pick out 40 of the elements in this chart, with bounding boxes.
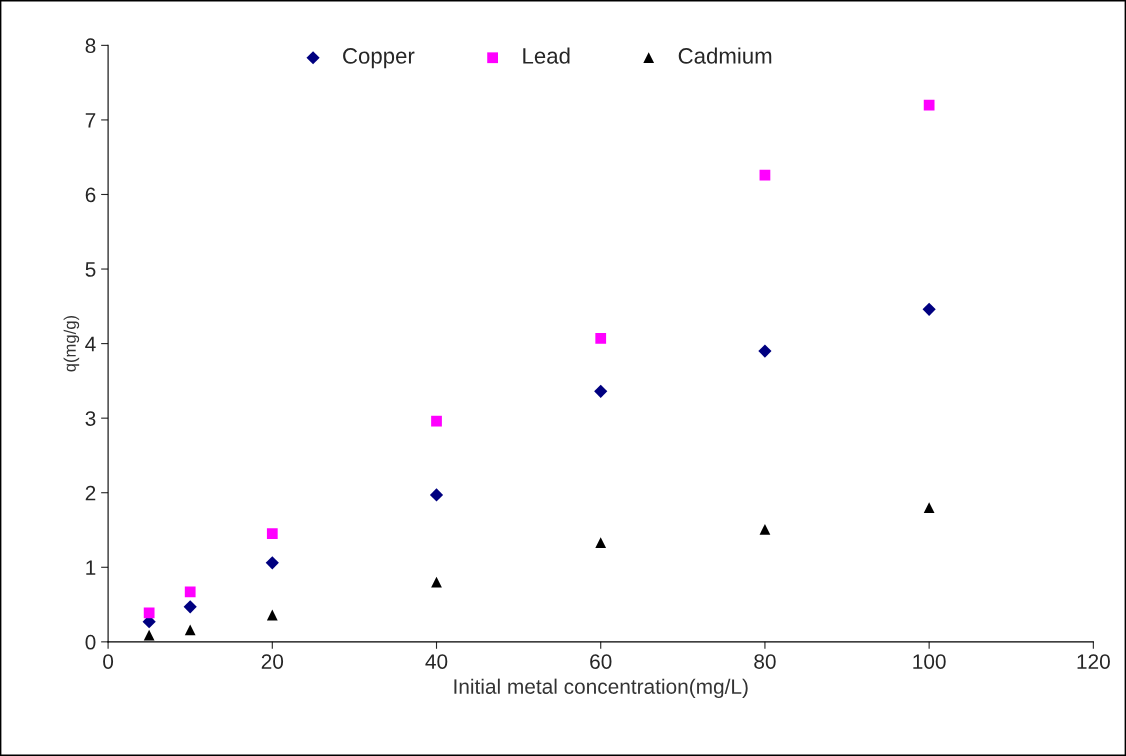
legend-label: Lead <box>523 47 570 64</box>
x-axis-title: Initial metal concentration(mg/L) <box>454 678 748 699</box>
x-tick-label: 40 <box>425 654 448 669</box>
point <box>266 609 278 621</box>
y-tick-label: 5 <box>85 262 96 277</box>
point <box>594 384 608 398</box>
point <box>431 415 442 427</box>
x-tick-label: 0 <box>103 654 114 669</box>
x-tick-label: 20 <box>261 654 284 669</box>
point <box>429 488 444 502</box>
y-tick-label: 4 <box>85 336 96 352</box>
point <box>922 302 936 316</box>
point <box>184 624 196 636</box>
point <box>184 586 196 598</box>
point <box>143 629 155 641</box>
point <box>431 576 442 588</box>
x-tick-label: 80 <box>754 654 776 669</box>
y-tick-label: 2 <box>85 485 96 501</box>
point <box>923 502 935 514</box>
x-tick-label: 60 <box>590 654 612 669</box>
point <box>595 333 607 344</box>
x-tick-label: 100 <box>913 654 946 669</box>
y-tick-label: 8 <box>85 38 96 54</box>
point <box>143 607 155 619</box>
point <box>923 99 935 111</box>
legend-label: Cadmium <box>678 47 772 64</box>
point <box>266 528 278 540</box>
point <box>183 600 197 614</box>
y-tick-label: 6 <box>85 187 96 203</box>
point <box>758 344 772 358</box>
y-tick-label: 1 <box>86 560 96 575</box>
y-axis-title: q(mg/g) <box>63 315 80 372</box>
y-tick-label: 0 <box>85 634 96 650</box>
point <box>595 537 607 549</box>
x-tick-label: 120 <box>1077 654 1110 669</box>
y-tick-label: 3 <box>85 411 96 426</box>
y-tick-label: 7 <box>85 113 96 128</box>
point <box>759 523 771 535</box>
point <box>265 556 279 570</box>
legend-label: Copper <box>343 48 415 69</box>
